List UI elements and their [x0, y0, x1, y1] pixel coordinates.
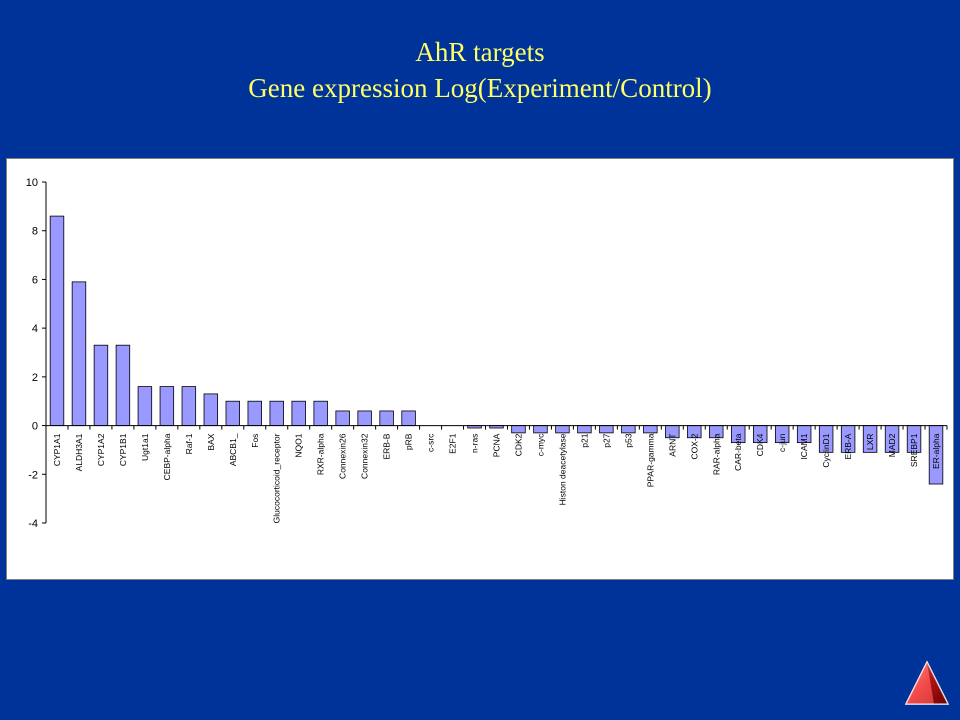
slide-title-line-2: Gene expression Log(Experiment/Control) — [248, 73, 712, 103]
x-tick-label: ALDH3A1 — [74, 433, 84, 471]
x-tick-label: COX-2 — [689, 433, 699, 459]
triangle-nav-icon[interactable] — [904, 660, 950, 706]
bar-21 — [511, 425, 526, 434]
x-tick-label: E2F1 — [448, 433, 458, 454]
bar-22 — [533, 425, 548, 434]
x-tick-label: RAR-alpha — [711, 433, 721, 475]
x-tick-label: PCNA — [492, 433, 502, 457]
bar-10 — [269, 400, 284, 426]
bar-5 — [159, 386, 175, 426]
x-tick-label: BAX — [206, 433, 216, 450]
x-tick-label: ABCB1_ — [228, 433, 238, 466]
x-tick-label: CYP1B1 — [118, 433, 128, 466]
y-tick-label: 0 — [32, 421, 38, 433]
bar-25 — [599, 425, 614, 434]
x-tick-label: ER-alpha — [931, 433, 941, 469]
bar-13 — [335, 410, 350, 426]
bar-9 — [247, 400, 262, 426]
x-tick-label: c-myc — [535, 433, 545, 456]
bar-6 — [181, 386, 197, 426]
bar-26 — [621, 425, 636, 434]
x-tick-label: Connexin32 — [360, 433, 370, 479]
bar-chart-svg: 10 8 6 4 2 0 -2 -4 CYP1A1 ALDH3A1 CYP1A2 CYP1B1 Ugt1… — [26, 177, 948, 530]
x-tick-label: n-ras — [470, 434, 480, 453]
bar-12 — [313, 400, 328, 426]
x-tick-label: CyclinD1 — [821, 433, 831, 467]
x-tick-label: p53 — [623, 433, 633, 447]
x-tick-label: CYP1A2 — [96, 433, 106, 466]
x-tick-label: pRB — [404, 433, 414, 450]
x-tick-label: LXR — [865, 434, 875, 451]
bar-8 — [225, 400, 241, 426]
x-tick-label: RXR-alpha — [316, 433, 326, 475]
x-tick-label: Fos — [250, 434, 260, 448]
bar-chart: 10 8 6 4 2 0 -2 -4 CYP1A1 ALDH3A1 CYP1A2 CYP1B1 Ugt1… — [6, 158, 954, 580]
bar-11 — [291, 400, 306, 426]
y-tick-label: 6 — [32, 274, 38, 286]
bar-4 — [137, 386, 153, 426]
x-tick-label: p21 — [579, 433, 589, 447]
y-tick-label: 4 — [32, 323, 38, 335]
x-tick-label: c-jun — [777, 433, 787, 452]
x-tick-label: ICAM1 — [799, 433, 809, 459]
x-tick-label: SREBP1 — [909, 433, 919, 467]
bar-1 — [71, 281, 87, 426]
x-tick-label: ARNT — [667, 434, 677, 457]
bar-15 — [379, 410, 394, 426]
x-tick-label: CDK4 — [755, 433, 765, 456]
x-tick-label: ERB-B — [382, 433, 392, 459]
x-tick-label: Raf-1 — [184, 433, 194, 454]
bar-24 — [577, 425, 592, 434]
x-tick-label: Connexin26 — [338, 433, 348, 479]
x-tick-label: c-src — [426, 433, 436, 452]
x-tick-label: NQO1 — [294, 433, 304, 457]
x-tick-label: PPAR-gamma — [645, 433, 655, 487]
y-tick-label: 10 — [26, 177, 38, 189]
y-tick-label: 8 — [32, 226, 38, 238]
x-tick-label: CEBP-alpha — [162, 433, 172, 480]
slide-title: AhR targets Gene expression Log(Experime… — [0, 34, 960, 106]
x-tick-label: MAD2 — [887, 433, 897, 457]
bar-3 — [115, 344, 131, 426]
x-tick-label: CYP1A1 — [52, 433, 62, 466]
y-tick-label: -4 — [28, 518, 38, 530]
bar-16 — [401, 410, 416, 426]
bar-2 — [93, 344, 109, 426]
x-tick-label: CDK2 — [513, 433, 523, 456]
x-tick-label: p27 — [601, 433, 611, 447]
bar-7 — [203, 393, 219, 426]
x-tick-label: Ugt1a1 — [140, 433, 150, 461]
bar-0 — [49, 215, 65, 426]
bar-27 — [643, 425, 658, 434]
x-tick-label: ERB-A — [843, 433, 853, 459]
x-tick-label: Glucocorticoid_receptor — [272, 433, 282, 523]
y-tick-label: -2 — [28, 469, 38, 481]
x-tick-label: CAR-beta — [733, 433, 743, 471]
bar-23 — [555, 425, 570, 434]
y-tick-label: 2 — [32, 372, 38, 384]
bar-14 — [357, 410, 372, 426]
slide-title-line-1: AhR targets — [415, 37, 545, 67]
x-tick-label: Histon deacetylase — [557, 433, 567, 505]
